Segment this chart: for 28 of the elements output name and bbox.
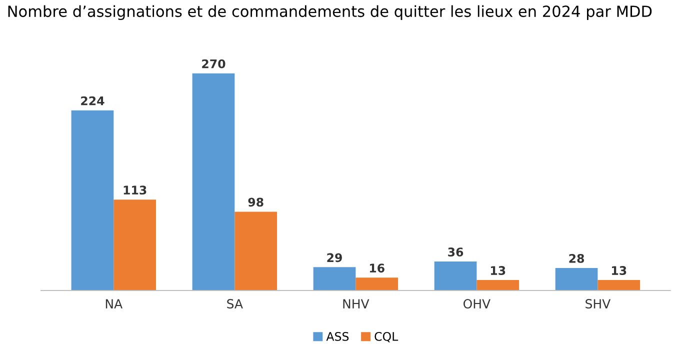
legend-label: ASS [326, 332, 349, 341]
x-tick-label: SA [227, 299, 243, 309]
bar [234, 212, 278, 290]
data-label: 36 [448, 248, 464, 256]
data-label: 16 [370, 264, 384, 273]
x-tick-label: NA [106, 299, 122, 308]
bar [192, 73, 235, 290]
bar [71, 110, 114, 290]
data-label: 270 [202, 59, 226, 68]
x-tick-label: SHV [586, 299, 611, 309]
bar [114, 200, 156, 290]
data-label: 28 [569, 254, 584, 263]
bar [313, 267, 356, 290]
bar [356, 278, 398, 290]
data-label: 98 [248, 198, 264, 207]
bar [434, 262, 477, 290]
chart-title: Nombre d’assignations et de commandements de quitter les lieux en 2024 par MDD [8, 5, 652, 20]
data-label: 13 [490, 266, 506, 275]
bar [555, 268, 598, 290]
data-label: 29 [327, 253, 342, 262]
data-label: 224 [81, 96, 104, 106]
x-tick-label: OHV [464, 299, 490, 309]
bar [476, 280, 520, 290]
legend-label: CQL [374, 332, 398, 342]
x-tick-label: NHV [343, 299, 370, 308]
bar [598, 280, 640, 290]
data-label: 13 [612, 266, 626, 275]
data-label: 113 [124, 186, 146, 195]
